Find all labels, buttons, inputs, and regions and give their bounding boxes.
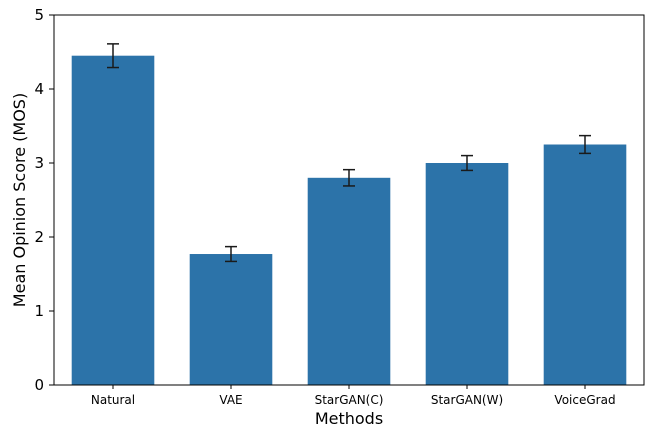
y-tick-label-2: 2 [34, 228, 44, 246]
bar-2 [307, 177, 391, 385]
error-bars-group [107, 43, 591, 263]
x-axis-ticks: Natural VAE StarGAN(C) StarGAN(W) VoiceGrad [91, 385, 616, 407]
y-axis-ticks: 0 1 2 3 4 5 [34, 6, 54, 394]
x-tick-label-1: VAE [219, 393, 242, 407]
y-tick-label-3: 3 [34, 154, 44, 172]
bar-0 [71, 55, 155, 385]
x-tick-label-3: StarGAN(W) [431, 393, 503, 407]
x-tick-label-0: Natural [91, 393, 135, 407]
y-tick-label-1: 1 [34, 302, 44, 320]
y-tick-label-0: 0 [34, 376, 44, 394]
x-tick-label-4: VoiceGrad [554, 393, 615, 407]
y-tick-label-4: 4 [34, 80, 44, 98]
bar-4 [543, 144, 627, 385]
bars-group [71, 55, 627, 385]
x-axis-label: Methods [315, 409, 383, 428]
bar-3 [425, 163, 509, 385]
x-tick-label-2: StarGAN(C) [315, 393, 384, 407]
bar-1 [189, 254, 273, 385]
y-tick-label-5: 5 [34, 6, 44, 24]
y-axis-label: Mean Opinion Score (MOS) [10, 93, 29, 307]
